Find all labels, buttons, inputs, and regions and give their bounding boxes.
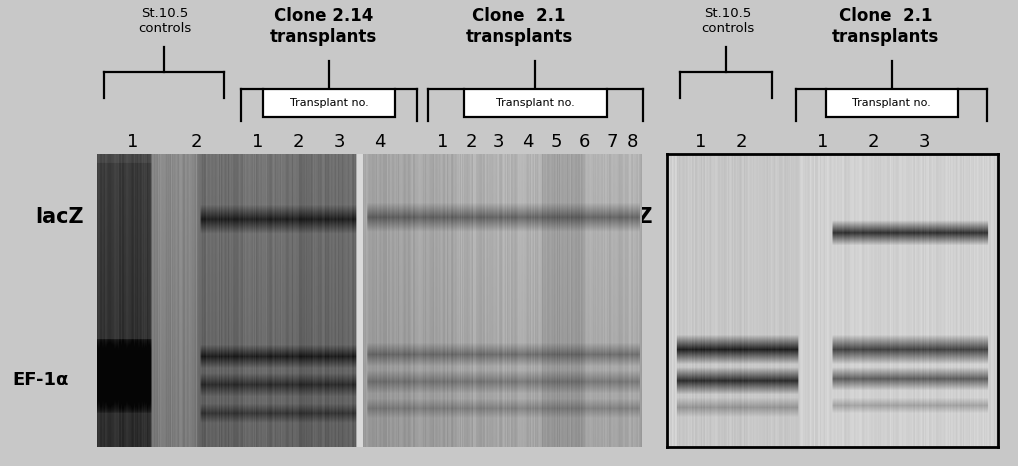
Text: St.10.5
controls: St.10.5 controls: [701, 7, 754, 35]
Text: 3: 3: [918, 133, 930, 151]
Text: 2: 2: [292, 133, 304, 151]
Text: 2: 2: [735, 133, 747, 151]
Text: Transplant no.: Transplant no.: [852, 98, 931, 108]
Text: 2: 2: [465, 133, 477, 151]
Bar: [464, 89, 607, 117]
Text: 1: 1: [694, 133, 706, 151]
Text: lacZ: lacZ: [604, 207, 653, 226]
Bar: [263, 89, 395, 117]
Text: Transplant no.: Transplant no.: [290, 98, 369, 108]
Text: 3: 3: [333, 133, 345, 151]
Text: EF-1α: EF-1α: [581, 371, 637, 389]
Text: lacZ: lacZ: [35, 207, 83, 226]
Text: Clone 2.14
transplants: Clone 2.14 transplants: [270, 7, 378, 46]
Text: 2: 2: [867, 133, 880, 151]
Text: 6: 6: [578, 133, 590, 151]
Text: 8: 8: [626, 133, 638, 151]
Text: 2: 2: [190, 133, 203, 151]
Text: 1: 1: [437, 133, 449, 151]
Text: 5: 5: [550, 133, 562, 151]
Text: 4: 4: [374, 133, 386, 151]
Text: Clone  2.1
transplants: Clone 2.1 transplants: [465, 7, 573, 46]
Text: Clone  2.1
transplants: Clone 2.1 transplants: [832, 7, 940, 46]
Text: EF-1α: EF-1α: [13, 371, 69, 389]
Text: Transplant no.: Transplant no.: [496, 98, 575, 108]
Text: 3: 3: [493, 133, 505, 151]
Text: 1: 1: [251, 133, 264, 151]
Bar: [826, 89, 958, 117]
Text: 7: 7: [606, 133, 618, 151]
Text: St.10.5
controls: St.10.5 controls: [138, 7, 191, 35]
Text: 1: 1: [126, 133, 138, 151]
Text: 1: 1: [816, 133, 829, 151]
Text: 4: 4: [521, 133, 533, 151]
